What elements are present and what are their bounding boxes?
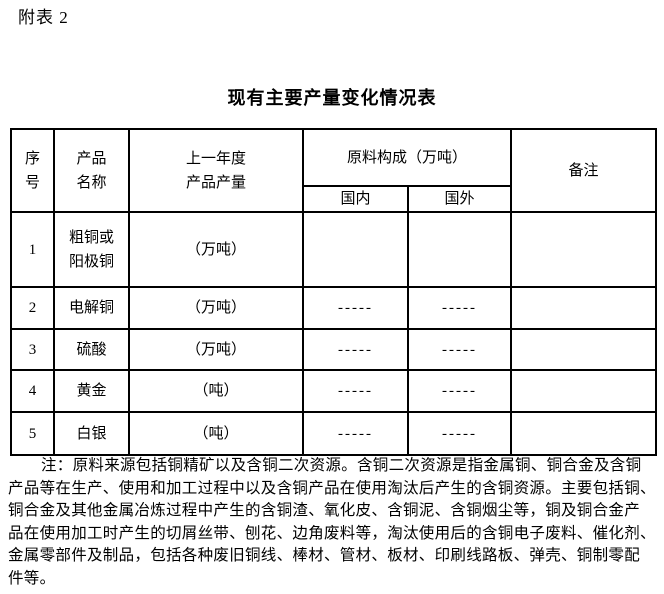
domestic-value-cell: ----- [302,411,409,456]
domestic-value-cell: ----- [302,328,409,371]
output-unit-cell: （万吨） [128,328,304,371]
product-name-cell: 粗铜或 阳极铜 [53,211,130,288]
remark-cell [510,211,657,288]
output-unit-cell: （万吨） [128,211,304,288]
note-line: 金属零部件及制品，包括各种废旧铜线、棒材、管材、板材、印刷线路板、弹壳、铜制零配 [8,547,641,564]
product-name-line1: 粗铜或 [68,229,114,246]
col-header-remark: 备注 [510,128,657,213]
foreign-value-cell [407,211,512,288]
header-row-top: 序 号 产品 名称 上一年度 产品产量 原料构成（万吨） 备注 [10,128,657,213]
col-header-no: 序 号 [10,128,55,213]
appendix-label: 附表 2 [18,8,69,27]
foreign-value-cell: ----- [407,411,512,456]
note-line: 品在使用加工时产生的切屑丝带、刨花、边角废料等，淘汰使用后的含铜电子废料、催化剂… [8,524,656,542]
note-line: 铜合金及其他金属冶炼过程中产生的含铜渣、氧化皮、含铜泥、含铜烟尘等，铜及铜合金产 [8,502,641,519]
col-header-output-line1: 上一年度 [185,150,246,167]
table-row: 5 白银 （吨） ----- ----- [10,411,657,456]
foreign-value-cell: ----- [407,369,512,413]
col-header-product-line2: 名称 [76,174,107,191]
table-row: 4 黄金 （吨） ----- ----- [10,369,657,413]
note-line: 产品等在生产、使用和加工过程中以及含铜产品在使用淘汰后产生的含铜资源。主要包括铜… [8,479,656,497]
domestic-value-cell: ----- [302,286,409,330]
row-no: 4 [10,369,55,413]
col-header-output-line2: 产品产量 [185,174,246,191]
product-name-line2: 阳极铜 [68,253,114,270]
output-change-table: 序 号 产品 名称 上一年度 产品产量 原料构成（万吨） 备注 国内 国外 1 … [10,128,657,456]
foreign-value-cell: ----- [407,328,512,371]
col-header-no-line1: 序 [24,150,40,167]
row-no: 1 [10,211,55,288]
col-header-foreign: 国外 [407,185,512,213]
col-header-output: 上一年度 产品产量 [128,128,304,213]
output-unit-cell: （万吨） [128,286,304,330]
col-header-no-line2: 号 [24,174,40,191]
product-name-cell: 黄金 [53,369,130,413]
note-paragraph: 注：原料来源包括铜精矿以及含铜二次资源。含铜二次资源是指金属铜、铜合金及含铜 产… [8,455,658,590]
domestic-value-cell: ----- [302,369,409,413]
table-row: 2 电解铜 （万吨） ----- ----- [10,286,657,330]
output-unit-cell: （吨） [128,411,304,456]
col-header-domestic: 国内 [302,185,409,213]
foreign-value-cell: ----- [407,286,512,330]
product-name-cell: 白银 [53,411,130,456]
col-header-material-group: 原料构成（万吨） [302,128,512,187]
col-header-product: 产品 名称 [53,128,130,213]
row-no: 2 [10,286,55,330]
domestic-value-cell [302,211,409,288]
remark-cell [510,369,657,413]
product-name-cell: 硫酸 [53,328,130,371]
row-no: 3 [10,328,55,371]
row-no: 5 [10,411,55,456]
remark-cell [510,286,657,330]
remark-cell [510,411,657,456]
note-line: 注：原料来源包括铜精矿以及含铜二次资源。含铜二次资源是指金属铜、铜合金及含铜 [41,457,642,474]
output-unit-cell: （吨） [128,369,304,413]
col-header-product-line1: 产品 [76,150,107,167]
remark-cell [510,328,657,371]
header-row-sub: 国内 国外 [11,185,656,213]
page-title: 现有主要产量变化情况表 [227,88,437,108]
table-row: 1 粗铜或 阳极铜 （万吨） [10,211,657,288]
product-name-cell: 电解铜 [53,286,130,330]
table-row: 3 硫酸 （万吨） ----- ----- [10,328,657,371]
note-line: 件等。 [8,569,56,587]
